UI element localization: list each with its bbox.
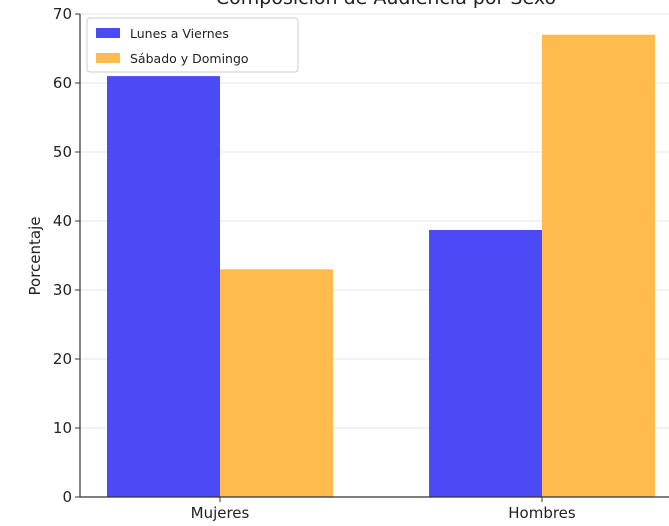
bar-mujeres-lunes-a-viernes [107,76,220,497]
x-tick-label-mujeres: Mujeres [191,504,250,522]
bar-hombres-sabado-y-domingo [542,34,655,497]
legend: Lunes a Viernes Sábado y Domingo [86,17,299,73]
y-tick-label-20: 20 [53,350,72,368]
legend-swatch-sabado-y-domingo [96,53,120,63]
axes [79,14,669,498]
legend-label-sabado-y-domingo: Sábado y Domingo [130,51,249,66]
y-tick-label-40: 40 [53,212,72,230]
bar-hombres-lunes-a-viernes [429,229,542,497]
y-tick-label-10: 10 [53,419,72,437]
y-tick-label-0: 0 [62,488,72,506]
x-ticks: Mujeres Hombres [191,497,576,522]
y-axis-label: Porcentaje [26,217,44,296]
legend-box [86,17,299,73]
legend-swatch-lunes-a-viernes [96,28,120,38]
bars [107,34,655,497]
y-tick-label-60: 60 [53,74,72,92]
y-ticks: 0 10 20 30 40 50 60 70 [53,5,80,506]
legend-label-lunes-a-viernes: Lunes a Viernes [130,26,229,41]
y-tick-label-30: 30 [53,281,72,299]
y-tick-label-50: 50 [53,143,72,161]
y-tick-label-70: 70 [53,5,72,23]
chart-title: Composición de Audiencia por Sexo [216,0,556,9]
x-tick-label-hombres: Hombres [508,504,576,522]
bar-mujeres-sabado-y-domingo [220,269,333,497]
